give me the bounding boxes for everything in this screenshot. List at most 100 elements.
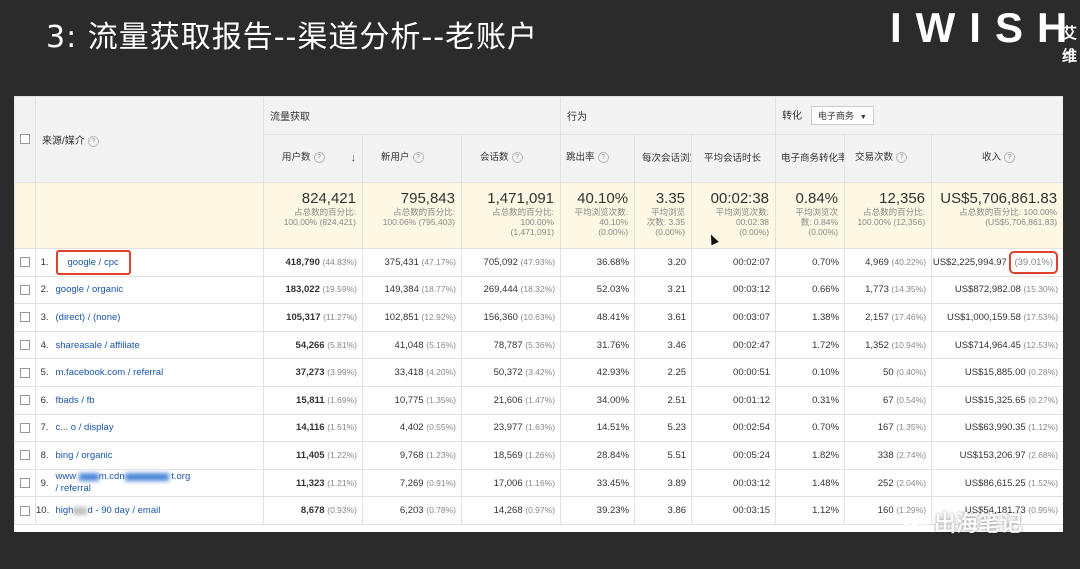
source-medium-header[interactable]: 来源/媒介?	[35, 96, 264, 183]
row-checkbox[interactable]	[20, 422, 30, 433]
transactions-cell: 338 (2.74%)	[844, 441, 933, 470]
bounce-rate-cell: 39.23%	[560, 496, 636, 525]
conversion-type-dropdown[interactable]: 电子商务 ▼	[810, 106, 874, 125]
row-checkbox[interactable]	[20, 340, 30, 351]
bounce-rate-cell: 52.03%	[560, 275, 636, 305]
watermark: 出海笔记	[902, 506, 1022, 538]
transactions-cell: 252 (2.04%)	[844, 468, 933, 498]
table-row: 2. google / organic 183,022 (19.59%) 149,38…	[14, 275, 1063, 305]
bounce-rate-cell: 33.45%	[560, 468, 636, 498]
wechat-icon	[902, 512, 928, 532]
col-avg-session-duration[interactable]: 平均会话时长	[691, 134, 777, 183]
help-icon[interactable]: ?	[412, 152, 424, 164]
new-users-cell: 41,048 (5.16%)	[362, 330, 462, 360]
row-number: 4.	[35, 330, 52, 360]
row-checkbox[interactable]	[20, 395, 30, 406]
table-row: 1. google / cpc 418,790 (44.83%) 375,431 (4…	[14, 248, 1063, 277]
pages-per-session-cell: 3.89	[634, 468, 693, 498]
revenue-cell: US$86,615.25 (1.52%)	[931, 468, 1063, 498]
report-table: 来源/媒介? 流量获取 行为 转化 电子商务 ▼ 用户数? ↓ 新用户? 会话数? …	[14, 96, 1063, 525]
source-link[interactable]: www m.cdn t.org / referral	[55, 471, 191, 495]
col-revenue[interactable]: 收入?	[931, 134, 1063, 183]
row-number: 6.	[35, 385, 52, 415]
help-icon[interactable]: ?	[511, 152, 523, 164]
col-pages-per-session[interactable]: 每次会话浏览页数	[634, 134, 693, 183]
pages-per-session-cell: 3.86	[634, 496, 693, 525]
header-group-row: 来源/媒介? 流量获取 行为 转化 电子商务 ▼	[14, 96, 1063, 183]
new-users-cell: 6,203 (0.78%)	[362, 496, 462, 525]
conversion-rate-cell: 0.70%	[775, 413, 846, 443]
row-checkbox[interactable]	[20, 284, 30, 295]
bounce-rate-cell: 48.41%	[560, 303, 636, 332]
total-sessions: 1,471,091 占总数的百分比: 100.00% (1,471,091)	[460, 182, 562, 249]
brand-logo: IWISH	[890, 4, 1080, 51]
source-link[interactable]: c... o / display	[55, 422, 114, 434]
conversion-rate-cell: 1.38%	[775, 303, 846, 332]
redacted-block	[78, 472, 99, 481]
conversion-rate-cell: 0.70%	[775, 248, 846, 277]
help-icon[interactable]: ?	[87, 135, 99, 147]
transactions-cell: 67 (0.54%)	[844, 385, 933, 415]
row-checkbox[interactable]	[20, 367, 30, 378]
help-icon[interactable]: ?	[896, 152, 908, 164]
row-number: 5.	[35, 358, 52, 387]
bounce-rate-cell: 14.51%	[560, 413, 636, 443]
row-number: 9.	[35, 468, 52, 498]
row-checkbox[interactable]	[20, 505, 30, 516]
help-icon[interactable]: ?	[313, 152, 325, 164]
users-cell: 54,266 (5.81%)	[263, 330, 363, 360]
new-users-cell: 33,418 (4.20%)	[362, 358, 462, 387]
source-medium-cell: m.facebook.com / referral	[51, 358, 264, 387]
caret-down-icon: ▼	[859, 114, 867, 121]
source-link[interactable]: fbads / fb	[55, 394, 95, 406]
acquisition-group-header: 流量获取	[262, 96, 562, 135]
help-icon[interactable]: ?	[597, 152, 609, 164]
total-ecommerce-conversion-rate: 0.84% 平均浏览次 数: 0.84% (0.00%)	[775, 182, 846, 249]
behavior-group-header: 行为	[560, 96, 777, 135]
source-link[interactable]: m.facebook.com / referral	[55, 367, 164, 379]
help-icon[interactable]: ?	[1004, 152, 1016, 164]
col-ecommerce-conversion-rate[interactable]: 电子商务转化率	[775, 134, 846, 183]
new-users-cell: 4,402 (0.55%)	[362, 413, 462, 443]
table-row: 4. shareasale / affiliate 54,266 (5.81%) 41…	[14, 330, 1063, 360]
sessions-cell: 156,360 (10.63%)	[460, 303, 562, 332]
source-link[interactable]: high d - 90 day / email	[55, 505, 161, 517]
conversion-rate-cell: 1.48%	[775, 468, 846, 498]
source-link[interactable]: shareasale / affiliate	[55, 339, 140, 351]
select-all-checkbox[interactable]	[20, 134, 30, 145]
source-medium-cell: shareasale / affiliate	[51, 330, 264, 360]
totals-row: 824,421 占总数的百分比: 100.00% (824,421) 795,843…	[14, 182, 1063, 249]
slide-title: 3: 流量获取报告--渠道分析--老账户	[46, 20, 539, 55]
new-users-cell: 9,768 (1.23%)	[362, 441, 462, 470]
source-link[interactable]: bing / organic	[55, 449, 113, 461]
sessions-cell: 14,268 (0.97%)	[460, 496, 562, 525]
source-link[interactable]: google / cpc	[67, 256, 119, 268]
table-row: 10. high d - 90 day / email 8,678 (0.93%) 6,…	[14, 496, 1063, 525]
pages-per-session-cell: 2.25	[634, 358, 693, 387]
sort-desc-icon[interactable]: ↓	[350, 152, 357, 165]
revenue-cell: US$15,325.65 (0.27%)	[931, 385, 1063, 415]
report-panel: 来源/媒介? 流量获取 行为 转化 电子商务 ▼ 用户数? ↓ 新用户? 会话数? …	[14, 96, 1063, 532]
header-columns-row: 用户数?↓ 新用户? 会话数? 跳出率? 每次会话浏览页数 平均会话时长 电子商…	[14, 134, 1063, 183]
col-users[interactable]: 用户数? ↓	[263, 134, 363, 183]
users-cell: 8,678 (0.93%)	[263, 496, 363, 525]
row-number: 2.	[35, 275, 52, 305]
users-cell: 418,790 (44.83%)	[263, 248, 363, 277]
users-cell: 105,317 (11.27%)	[263, 303, 363, 332]
table-row: 6. fbads / fb 15,811 (1.69%) 10,775 (1.35%)…	[14, 385, 1063, 415]
select-all-cell	[14, 96, 36, 183]
transactions-cell: 50 (0.40%)	[844, 358, 933, 387]
row-checkbox[interactable]	[20, 257, 30, 268]
row-checkbox[interactable]	[20, 450, 30, 461]
col-sessions[interactable]: 会话数?	[460, 134, 562, 183]
row-checkbox[interactable]	[20, 478, 30, 489]
avg-duration-cell: 00:02:54	[691, 413, 777, 443]
col-transactions[interactable]: 交易次数?	[844, 134, 933, 183]
source-link[interactable]: google / organic	[55, 284, 124, 296]
col-bounce-rate[interactable]: 跳出率?	[560, 134, 636, 183]
row-checkbox[interactable]	[20, 312, 30, 323]
table-row: 9. www m.cdn t.org / referral 11,323 (1.21%…	[14, 468, 1063, 498]
source-link[interactable]: (direct) / (none)	[55, 311, 121, 323]
revenue-cell: US$714,964.45 (12.53%)	[931, 330, 1063, 360]
col-new-users[interactable]: 新用户?	[362, 134, 462, 183]
